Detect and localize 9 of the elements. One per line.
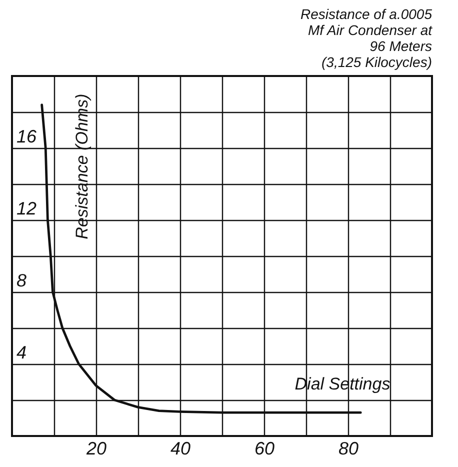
y-tick-label: 4	[16, 342, 27, 362]
x-tick-label: 60	[254, 438, 275, 458]
x-tick-label: 20	[85, 438, 107, 458]
y-tick-label: 8	[16, 270, 27, 290]
y-tick-label: 12	[16, 198, 37, 218]
chart-title: Resistance of a.0005 Mf Air Condenser at 96 Meters (3,125 Kilocycles)	[300, 6, 434, 70]
y-tick-label: 16	[16, 126, 38, 146]
x-tick-label: 80	[338, 438, 359, 458]
x-tick-label: 40	[170, 438, 191, 458]
